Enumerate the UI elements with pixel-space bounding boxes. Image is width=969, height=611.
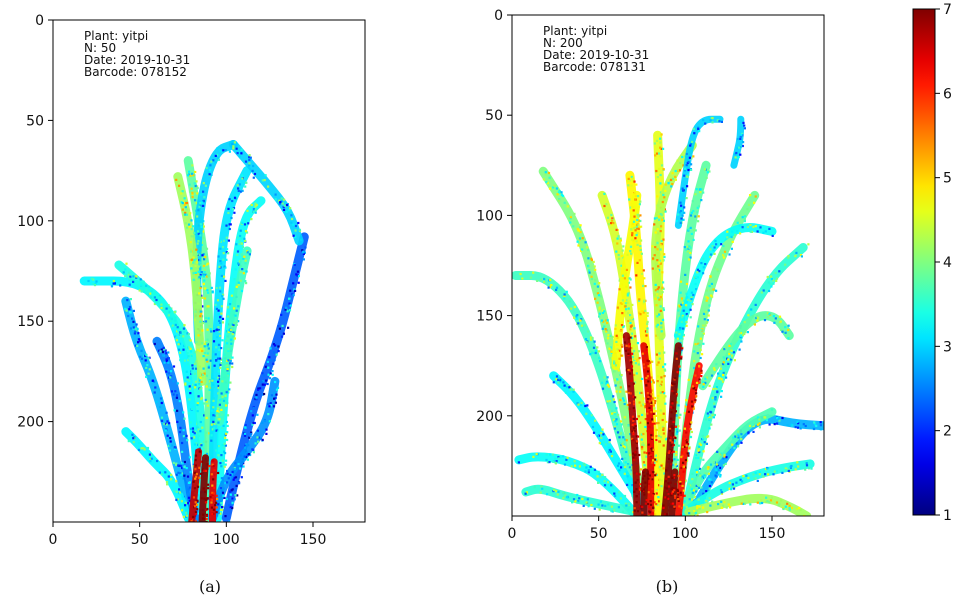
y-tick-label: 100 xyxy=(476,208,503,224)
y-tick-label: 50 xyxy=(26,113,44,129)
leaf-10 xyxy=(521,484,642,516)
leaf-11 xyxy=(173,172,207,386)
leaf-14 xyxy=(684,493,812,516)
stem-core-1 xyxy=(198,454,211,522)
x-tick-label: 100 xyxy=(213,532,240,548)
annotation-line: Plant: yitpi xyxy=(84,29,148,43)
colorbar-gradient xyxy=(912,8,936,516)
y-tick-label: 0 xyxy=(494,8,503,24)
y-tick-label: 150 xyxy=(476,309,503,325)
stem-core-0 xyxy=(188,448,204,522)
annotation-line: Plant: yitpi xyxy=(543,24,607,38)
annotation-line: Barcode: 078152 xyxy=(84,65,187,79)
annotation-line: N: 50 xyxy=(84,41,116,55)
stem-core-0 xyxy=(622,332,642,516)
leaf-16 xyxy=(698,311,794,391)
panel-caption: (b) xyxy=(656,577,679,596)
leaf-12 xyxy=(214,246,252,427)
x-tick-label: 150 xyxy=(300,532,327,548)
leaf-15 xyxy=(651,140,697,341)
annotation-line: Date: 2019-10-31 xyxy=(543,48,649,62)
stem-core-2 xyxy=(209,458,220,522)
plant-heatmap xyxy=(512,115,824,516)
x-tick-label: 50 xyxy=(590,526,608,542)
y-tick-label: 200 xyxy=(476,409,503,425)
leaf-2 xyxy=(597,190,656,516)
x-tick-label: 50 xyxy=(131,532,149,548)
colorbar-tick-label: 4 xyxy=(943,255,952,271)
leaf-1 xyxy=(538,166,650,516)
plant-heatmap xyxy=(79,140,309,522)
stem-core-3 xyxy=(674,362,703,516)
colorbar-tick-label: 1 xyxy=(943,508,952,524)
leaf-7 xyxy=(228,140,304,246)
stem-core-2 xyxy=(661,342,684,516)
y-tick-label: 50 xyxy=(485,108,503,124)
axes-frame xyxy=(511,14,825,517)
y-tick-label: 150 xyxy=(17,314,44,330)
axes-frame xyxy=(52,19,366,523)
leaf-9 xyxy=(121,427,193,522)
annotation-line: N: 200 xyxy=(543,36,583,50)
colorbar: 1 2 3 4 5 6 7 xyxy=(912,2,952,524)
leaf-13 xyxy=(680,459,815,516)
x-tick-label: 0 xyxy=(49,532,58,548)
colorbar-tick-label: 6 xyxy=(943,86,952,102)
stem-core-1 xyxy=(640,342,657,516)
stem-core-4 xyxy=(640,468,650,516)
leaf-17 xyxy=(673,223,777,341)
leaf-10 xyxy=(208,376,280,522)
panel-caption: (a) xyxy=(199,577,221,596)
y-tick-label: 100 xyxy=(17,214,44,230)
leaf-12 xyxy=(677,407,777,516)
upper-leaf-0 xyxy=(674,115,724,229)
y-tick-label: 200 xyxy=(17,415,44,431)
colorbar-tick-label: 7 xyxy=(943,2,952,18)
x-tick-label: 150 xyxy=(759,526,786,542)
annotation-line: Date: 2019-10-31 xyxy=(84,53,190,67)
stem-core-5 xyxy=(668,468,680,516)
leaf-5 xyxy=(667,160,711,516)
annotation-line: Barcode: 078131 xyxy=(543,60,646,74)
colorbar-tick-label: 3 xyxy=(943,339,952,355)
colorbar-tick-label: 2 xyxy=(943,424,952,440)
x-tick-label: 100 xyxy=(672,526,699,542)
colorbar-tick-label: 5 xyxy=(943,171,952,187)
upper-leaf-1 xyxy=(730,115,746,169)
x-tick-label: 0 xyxy=(508,526,517,542)
y-tick-label: 0 xyxy=(35,13,44,29)
